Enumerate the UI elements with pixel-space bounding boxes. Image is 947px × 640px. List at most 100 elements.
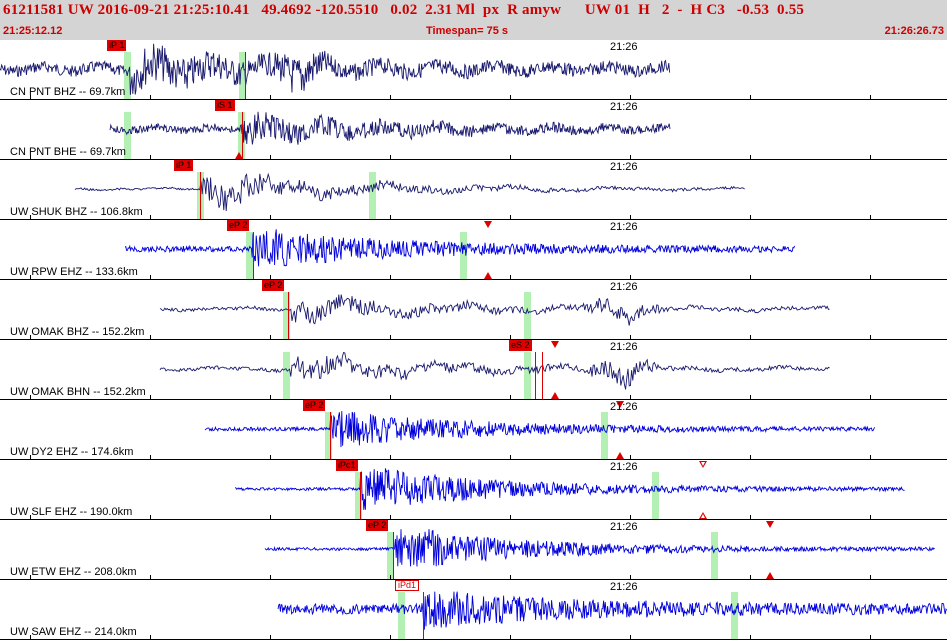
arrival-window-bar (283, 292, 290, 339)
time-tick (510, 335, 511, 339)
phase-pick-label[interactable]: eS 2 (509, 340, 532, 351)
time-tick (510, 215, 511, 219)
phase-pick-label[interactable]: eP 2 (227, 220, 250, 231)
phase-pick-label[interactable]: iPd1 (395, 580, 420, 591)
time-tick (870, 455, 871, 459)
time-tick (510, 95, 511, 99)
station-label: UW ETW EHZ -- 208.0km (10, 566, 137, 578)
time-tick (270, 155, 271, 159)
time-tick (870, 275, 871, 279)
time-tick (870, 95, 871, 99)
pick-line[interactable] (535, 352, 536, 399)
pick-marker-up-icon (484, 272, 492, 279)
pick-line[interactable] (542, 352, 543, 399)
arrival-window-bar (283, 352, 290, 399)
time-tick (870, 635, 871, 639)
panel-time-label: 21:26 (610, 521, 638, 533)
pick-line[interactable] (200, 172, 201, 219)
time-tick (270, 95, 271, 99)
panel-time-label: 21:26 (610, 101, 638, 113)
arrival-window-bar (246, 232, 253, 279)
time-tick (630, 455, 631, 459)
time-tick (30, 515, 31, 519)
arrival-window-bar (460, 232, 467, 279)
waveform-trace (204, 411, 876, 448)
time-tick (30, 275, 31, 279)
arrival-window-bar (369, 172, 376, 219)
arrival-window-bar (387, 532, 394, 579)
phase-pick-label[interactable]: iS 1 (215, 100, 235, 111)
trace-panel[interactable]: iS 1 21:26 CN PNT BHE -- 69.7km (0, 100, 947, 160)
waveform-trace (0, 43, 671, 95)
waveform-trace (159, 294, 830, 326)
time-tick (150, 215, 151, 219)
time-tick (630, 95, 631, 99)
station-label: UW RPW EHZ -- 133.6km (10, 266, 138, 278)
station-label: UW SAW EHZ -- 214.0km (10, 626, 137, 638)
pick-line[interactable] (330, 412, 331, 459)
station-label: UW OMAK BHN -- 152.2km (10, 386, 146, 398)
phase-pick-label[interactable]: iP 1 (174, 160, 194, 171)
station-label: UW DY2 EHZ -- 174.6km (10, 446, 134, 458)
time-tick (30, 95, 31, 99)
phase-pick-label[interactable]: eP 2 (262, 280, 285, 291)
phase-pick-label[interactable]: iPc1 (336, 460, 358, 471)
trace-panel[interactable]: iP 1 21:26 UW SHUK BHZ -- 106.8km (0, 160, 947, 220)
trace-panel[interactable]: eP 2 21:26 UW ETW EHZ -- 208.0km (0, 520, 947, 580)
time-tick (390, 335, 391, 339)
phase-pick-label[interactable]: iP 1 (107, 40, 127, 51)
time-tick (870, 395, 871, 399)
arrival-window-bar (652, 472, 659, 519)
station-label: UW SLF EHZ -- 190.0km (10, 506, 133, 518)
time-tick (750, 215, 751, 219)
timespan: Timespan= 75 s (426, 25, 509, 37)
phase-pick-label[interactable]: eP 2 (366, 520, 389, 531)
pick-marker-up-icon (551, 392, 559, 399)
time-tick (150, 155, 151, 159)
trace-panel[interactable]: eS 2 21:26 UW OMAK BHN -- 152.2km (0, 340, 947, 400)
pick-line[interactable] (288, 292, 289, 339)
waveform-path (159, 294, 830, 326)
time-tick (150, 455, 151, 459)
pick-line[interactable] (360, 472, 361, 519)
trace-panel[interactable]: eP 2 21:26 UW DY2 EHZ -- 174.6km (0, 400, 947, 460)
time-tick (510, 275, 511, 279)
pick-marker-up-icon (235, 152, 243, 159)
waveform-trace (109, 111, 671, 145)
time-tick (870, 575, 871, 579)
pick-line[interactable] (242, 112, 243, 159)
time-tick (150, 335, 151, 339)
trace-panel[interactable]: iPd1 21:26 UW SAW EHZ -- 214.0km (0, 580, 947, 640)
pick-line[interactable] (253, 232, 254, 279)
time-tick (630, 515, 631, 519)
trace-panel[interactable]: eP 2 21:26 UW OMAK BHZ -- 152.2km (0, 280, 947, 340)
waveform-path (234, 468, 905, 510)
trace-panel[interactable]: iP 1 21:26 CN PNT BHZ -- 69.7km (0, 40, 947, 100)
arrival-window-bar (239, 52, 246, 99)
trace-panel[interactable]: eP 2 21:26 UW RPW EHZ -- 133.6km (0, 220, 947, 280)
time-tick (270, 455, 271, 459)
station-label: UW OMAK BHZ -- 152.2km (10, 326, 145, 338)
pick-marker-down-icon (484, 221, 492, 228)
time-tick (150, 275, 151, 279)
pick-line[interactable] (245, 52, 246, 99)
time-tick (510, 155, 511, 159)
panel-time-label: 21:26 (610, 161, 638, 173)
time-tick (750, 575, 751, 579)
waveform-trace (264, 529, 935, 567)
arrival-window-bar (601, 412, 608, 459)
waveform-path (159, 351, 830, 390)
station-label: UW SHUK BHZ -- 106.8km (10, 206, 143, 218)
pick-marker-down-icon (616, 401, 624, 408)
pick-line[interactable] (393, 532, 394, 579)
time-tick (150, 95, 151, 99)
pick-marker-down-icon (551, 341, 559, 348)
arrival-window-bar (731, 592, 738, 639)
panel-time-label: 21:26 (610, 41, 638, 53)
trace-panel[interactable]: iPc1 21:26 UW SLF EHZ -- 190.0km (0, 460, 947, 520)
time-tick (30, 155, 31, 159)
pick-line[interactable] (423, 592, 424, 639)
station-label: CN PNT BHZ -- 69.7km (10, 86, 126, 98)
phase-pick-label[interactable]: eP 2 (303, 400, 326, 411)
pick-marker-up-icon (616, 452, 624, 459)
